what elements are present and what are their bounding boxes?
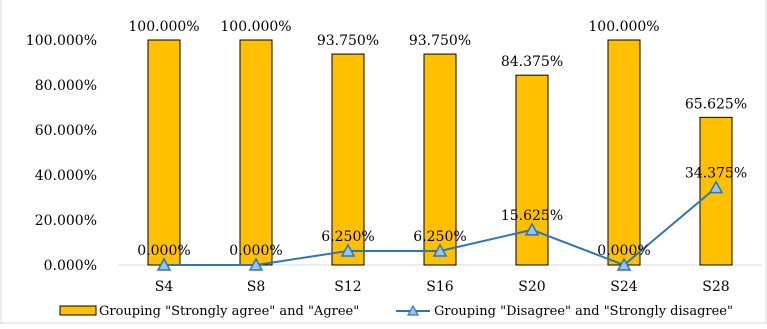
- bar-series: [147, 39, 733, 266]
- line-data-label: 6.250%: [413, 229, 466, 245]
- y-tick-label: 80.000%: [35, 78, 97, 94]
- bar: [331, 53, 365, 266]
- bar-data-label: 65.625%: [685, 96, 747, 112]
- y-tick-label: 40.000%: [35, 168, 97, 184]
- legend-swatch-marker: [406, 304, 420, 316]
- bar: [423, 53, 457, 266]
- line-point: [340, 243, 356, 257]
- legend-label-line: Grouping "Disagree" and "Strongly disagr…: [434, 304, 733, 319]
- y-tick-label: 60.000%: [35, 123, 97, 139]
- line-data-label: 0.000%: [597, 243, 650, 259]
- line-data-label: 0.000%: [229, 243, 282, 259]
- x-tick-label: S8: [247, 279, 266, 295]
- line-data-labels: 0.000% 0.000% 6.250% 6.250% 15.625% 0.000% 34.…: [137, 166, 747, 259]
- x-tick-label: S20: [518, 279, 545, 295]
- bar: [239, 39, 273, 266]
- line-series: [156, 180, 724, 271]
- bar-data-label: 100.000%: [128, 19, 199, 35]
- x-tick-label: S24: [610, 279, 637, 295]
- x-tick-label: S12: [334, 279, 361, 295]
- bar-data-label: 100.000%: [588, 19, 659, 35]
- line-point: [432, 243, 448, 257]
- line-point: [524, 222, 540, 236]
- line-point: [708, 180, 724, 194]
- bar-data-label: 93.750%: [409, 33, 471, 49]
- x-tick-label: S4: [155, 279, 174, 295]
- line-point: [156, 257, 172, 271]
- x-tick-label: S28: [702, 279, 729, 295]
- line-data-label: 34.375%: [685, 166, 747, 182]
- line-point: [248, 257, 264, 271]
- y-tick-label: 20.000%: [35, 213, 97, 229]
- legend: Grouping "Strongly agree" and "Agree" Gro…: [59, 304, 733, 319]
- bar: [515, 74, 549, 266]
- x-axis: S4 S8 S12 S16 S20 S24 S28: [118, 264, 762, 295]
- bar-data-label: 93.750%: [317, 33, 379, 49]
- line-point: [616, 257, 632, 271]
- bar: [147, 39, 181, 266]
- line-data-label: 15.625%: [501, 208, 563, 224]
- bar-data-labels: 100.000% 100.000% 93.750% 93.750% 84.375% 100…: [128, 19, 747, 112]
- y-tick-label: 0.000%: [44, 258, 97, 274]
- y-tick-label: 100.000%: [26, 33, 97, 49]
- line-data-label: 6.250%: [321, 229, 374, 245]
- bar-data-label: 100.000%: [220, 19, 291, 35]
- bar: [607, 39, 641, 266]
- x-tick-label: S16: [426, 279, 453, 295]
- legend-swatch-bar: [59, 305, 97, 316]
- legend-label-bar: Grouping "Strongly agree" and "Agree": [99, 304, 359, 319]
- bar-data-label: 84.375%: [501, 54, 563, 70]
- y-axis: 0.000% 20.000% 40.000% 60.000% 80.000% 100.00…: [26, 33, 97, 274]
- line-data-label: 0.000%: [137, 243, 190, 259]
